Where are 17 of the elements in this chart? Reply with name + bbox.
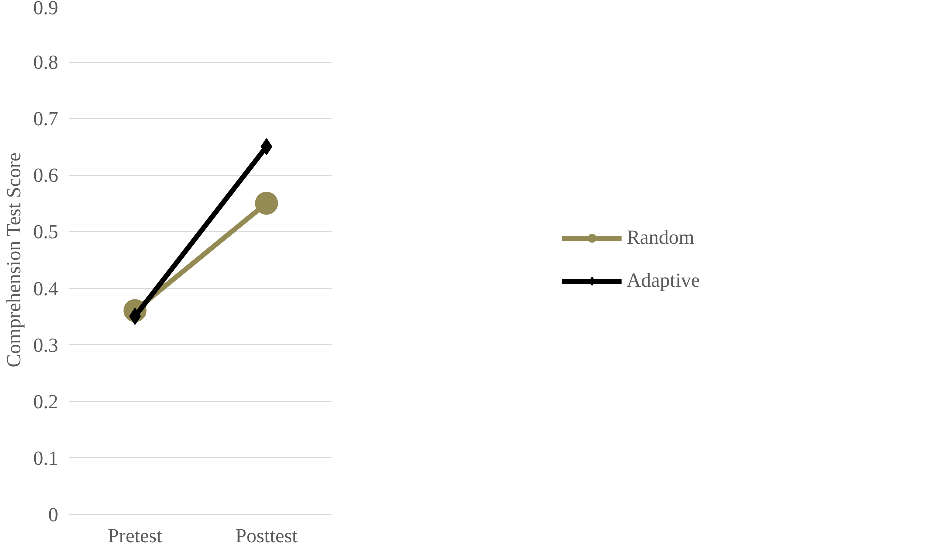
y-axis-title: Comprehension Test Score — [4, 152, 26, 368]
point — [255, 192, 278, 215]
y-tick-label: 0.1 — [34, 448, 58, 470]
point — [260, 138, 273, 156]
legend-label: Random — [626, 226, 695, 250]
y-tick-label: 0.3 — [34, 334, 58, 357]
x-tick-label: Pretest — [108, 526, 163, 548]
y-tick-label: 0.9 — [34, 0, 58, 20]
y-tick-label: 0.8 — [34, 52, 58, 74]
y-tick-label: 0.2 — [34, 391, 58, 414]
x-tick-label: Posttest — [236, 526, 298, 548]
y-tick-label: 0.6 — [34, 165, 58, 188]
y-tick-label: 0.5 — [34, 222, 58, 244]
y-tick-label: 0.4 — [34, 278, 58, 300]
legend-label: Adaptive — [626, 270, 700, 292]
y-tick-label: 0 — [48, 504, 58, 526]
y-tick-label: 0.7 — [34, 108, 58, 131]
